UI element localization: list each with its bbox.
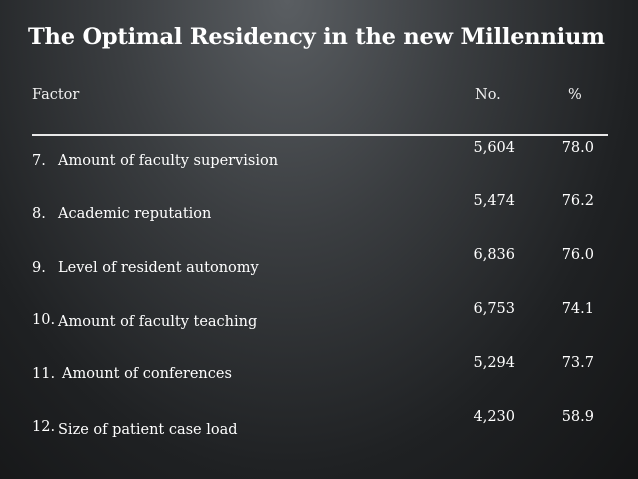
column-header-percent: %	[568, 87, 582, 103]
slide-title: The Optimal Residency in the new Millenn…	[28, 24, 605, 50]
row-factor: Amount of faculty teaching	[58, 314, 258, 330]
row-factor: Amount of conferences	[62, 366, 232, 382]
table-row: 7. Amount of faculty supervision 5,604 7…	[0, 140, 638, 194]
row-factor: Amount of faculty supervision	[58, 153, 279, 169]
row-percent: 74.1	[561, 301, 594, 317]
row-percent: 58.9	[561, 409, 594, 425]
column-header-factor: Factor	[32, 87, 80, 103]
row-percent: 73.7	[561, 355, 594, 371]
header-divider	[32, 134, 608, 136]
table-row: 10. Amount of faculty teaching 6,753 74.…	[0, 301, 638, 355]
table-row: 11. Amount of conferences 5,294 73.7	[0, 355, 638, 409]
row-percent: 76.2	[561, 193, 594, 209]
column-header-no: No.	[475, 87, 501, 103]
row-number: 8.	[32, 206, 46, 222]
row-factor: Academic reputation	[58, 206, 212, 222]
row-count: 6,753	[473, 301, 515, 317]
row-number: 9.	[32, 260, 46, 276]
table-row: 12. Size of patient case load 4,230 58.9	[0, 409, 638, 463]
row-factor: Level of resident autonomy	[58, 260, 259, 276]
row-number: 11.	[32, 366, 56, 382]
row-count: 5,294	[473, 355, 515, 371]
row-number: 7.	[32, 153, 46, 169]
row-number: 12.	[32, 419, 56, 435]
row-number: 10.	[32, 312, 56, 328]
table-row: 9. Level of resident autonomy 6,836 76.0	[0, 247, 638, 301]
row-count: 5,604	[473, 140, 515, 156]
row-count: 4,230	[473, 409, 515, 425]
table-row: 8. Academic reputation 5,474 76.2	[0, 193, 638, 247]
row-percent: 76.0	[561, 247, 594, 263]
row-count: 6,836	[473, 247, 515, 263]
row-count: 5,474	[473, 193, 515, 209]
row-percent: 78.0	[561, 140, 594, 156]
row-factor: Size of patient case load	[58, 422, 238, 438]
